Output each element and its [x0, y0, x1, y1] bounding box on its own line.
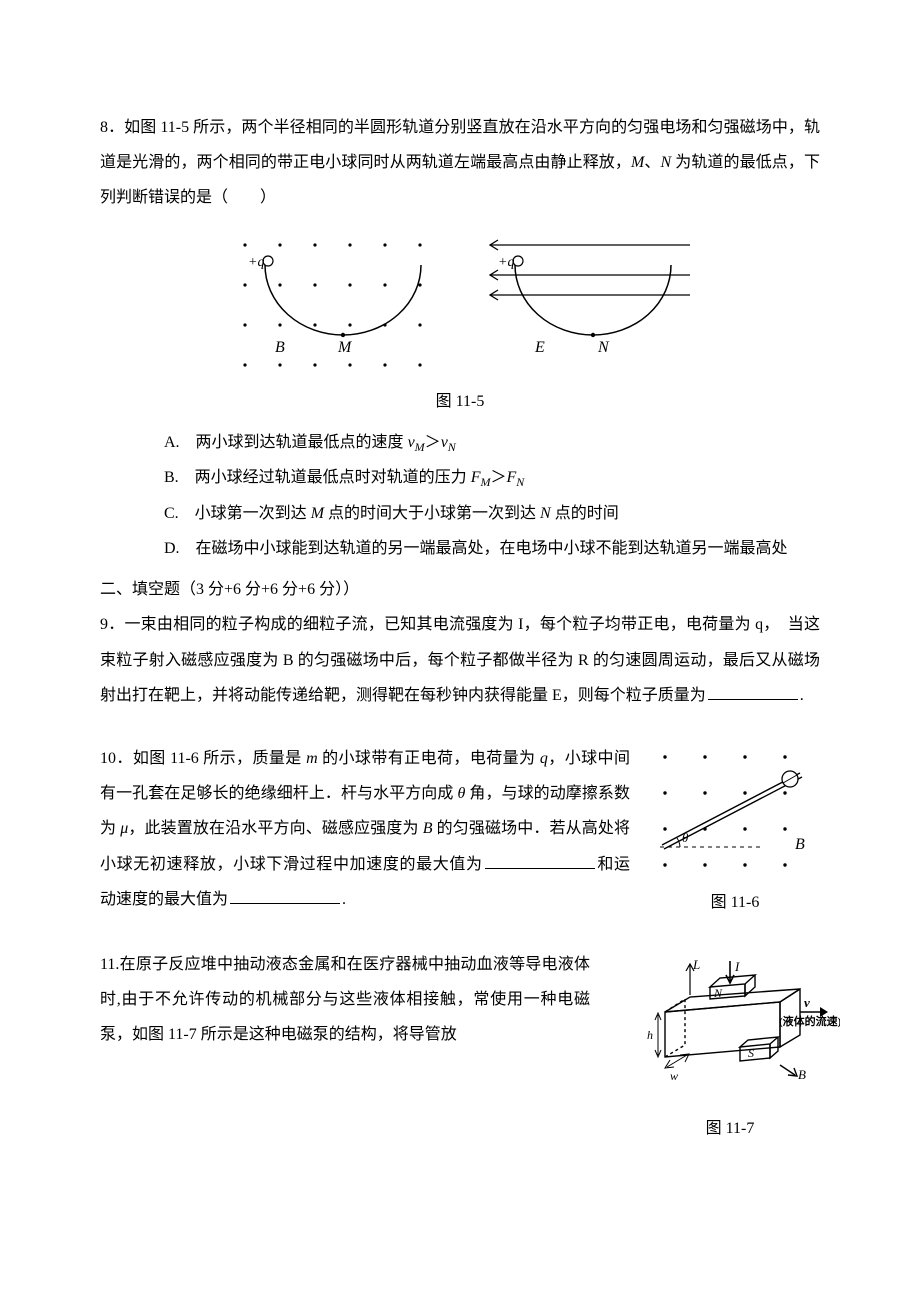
q8-var-M: M — [631, 154, 644, 171]
q10-label-theta: θ — [682, 830, 689, 845]
q9-number: 9． — [100, 616, 124, 633]
q8-option-D: D. 在磁场中小球能到达轨道的另一端最高处，在电场中小球不能到达轨道另一端最高处 — [100, 531, 820, 566]
q11-label-B: B — [798, 1067, 806, 1082]
q9-period: . — [800, 687, 804, 704]
q10-label-B: B — [795, 836, 805, 853]
q8-stem: 8．如图 11-5 所示，两个半径相同的半圆形轨道分别竖直放在沿水平方向的匀强电… — [100, 110, 820, 216]
q10-figure: θ B 图 11-6 — [650, 745, 820, 920]
q9-blank — [708, 683, 798, 700]
q8-left-label-q: +q — [248, 255, 264, 270]
q11-B-arrow — [780, 1065, 797, 1076]
q8-option-B: B. 两小球经过轨道最低点时对轨道的压力 FM＞FN — [164, 460, 820, 496]
q8-left-label-B: B — [275, 339, 285, 356]
q11-number: 11. — [100, 956, 119, 973]
q11-label-w: w — [670, 1069, 678, 1083]
q11-figure: L N I v (液体的流速) S h w B — [630, 957, 830, 1087]
q8-options: A. 两小球到达轨道最低点的速度 vM＞vN B. 两小球经过轨道最低点时对轨道… — [100, 425, 820, 531]
q10-figure-svg: θ B — [650, 745, 820, 875]
q11: 11.在原子反应堆中抽动液态金属和在医疗器械中抽动血液等导电液体时,由于不允许传… — [100, 947, 820, 1053]
q8-left-ball — [263, 256, 273, 266]
q11-label-h: h — [647, 1028, 653, 1042]
q8-left-label-M: M — [337, 339, 353, 356]
q11-h-dim — [655, 1013, 661, 1057]
q8-stem-b: 、 — [644, 154, 660, 171]
q10-field-dots — [663, 755, 786, 866]
q11-label-v-sym: v — [804, 995, 810, 1010]
q11-label-I: I — [734, 959, 740, 974]
q10-figure-caption: 图 11-6 — [650, 885, 820, 920]
q8-figure-caption: 图 11-5 — [100, 384, 820, 419]
q8-figure: +q B M +q E N — [100, 230, 820, 419]
q8-number: 8． — [100, 119, 124, 136]
q9: 9．一束由相同的粒子构成的细粒子流，已知其电流强度为 I，每个粒子均带正电，电荷… — [100, 607, 820, 713]
q11-label-S: S — [748, 1046, 754, 1060]
q8-option-C: C. 小球第一次到达 M 点的时间大于小球第一次到达 N 点的时间 — [164, 496, 820, 531]
q11-figure-svg: L N I v (液体的流速) S h w B — [630, 957, 840, 1087]
q11-label-L: L — [692, 957, 700, 972]
q8-left-bottom-point — [341, 332, 345, 336]
q10-text: 10．如图 11-6 所示，质量是 m 的小球带有正电荷，电荷量为 q，小球中间… — [100, 741, 630, 917]
q8-right-ball — [513, 256, 523, 266]
q8-var-N: N — [660, 154, 671, 171]
q11-body: 在原子反应堆中抽动液态金属和在医疗器械中抽动血液等导电液体时,由于不允许传动的机… — [100, 956, 590, 1043]
q10-ball — [782, 771, 798, 787]
q11-label-N: N — [713, 986, 723, 1000]
q8-right-label-N: N — [597, 339, 610, 356]
q8-right-label-q: +q — [498, 255, 514, 270]
q8-figure-svg: +q B M +q E N — [220, 230, 700, 380]
q10-blank-1 — [485, 852, 595, 869]
q8-option-A: A. 两小球到达轨道最低点的速度 vM＞vN — [164, 425, 820, 461]
section2-header: 二、填空题（3 分+6 分+6 分+6 分）） — [100, 572, 820, 607]
q11-current-arrow — [726, 961, 734, 983]
q8-left-track — [265, 265, 421, 335]
q8-right-label-E: E — [534, 339, 545, 356]
q10-blank-2 — [230, 887, 340, 904]
q11-figure-caption: 图 11-7 — [670, 1111, 790, 1146]
q10-number: 10． — [100, 750, 133, 767]
q8-right-bottom-point — [591, 332, 595, 336]
q11-label-v: (液体的流速) — [779, 1014, 840, 1028]
q10: 10．如图 11-6 所示，质量是 m 的小球带有正电荷，电荷量为 q，小球中间… — [100, 741, 820, 917]
q11-text: 11.在原子反应堆中抽动液态金属和在医疗器械中抽动血液等导电液体时,由于不允许传… — [100, 947, 590, 1053]
